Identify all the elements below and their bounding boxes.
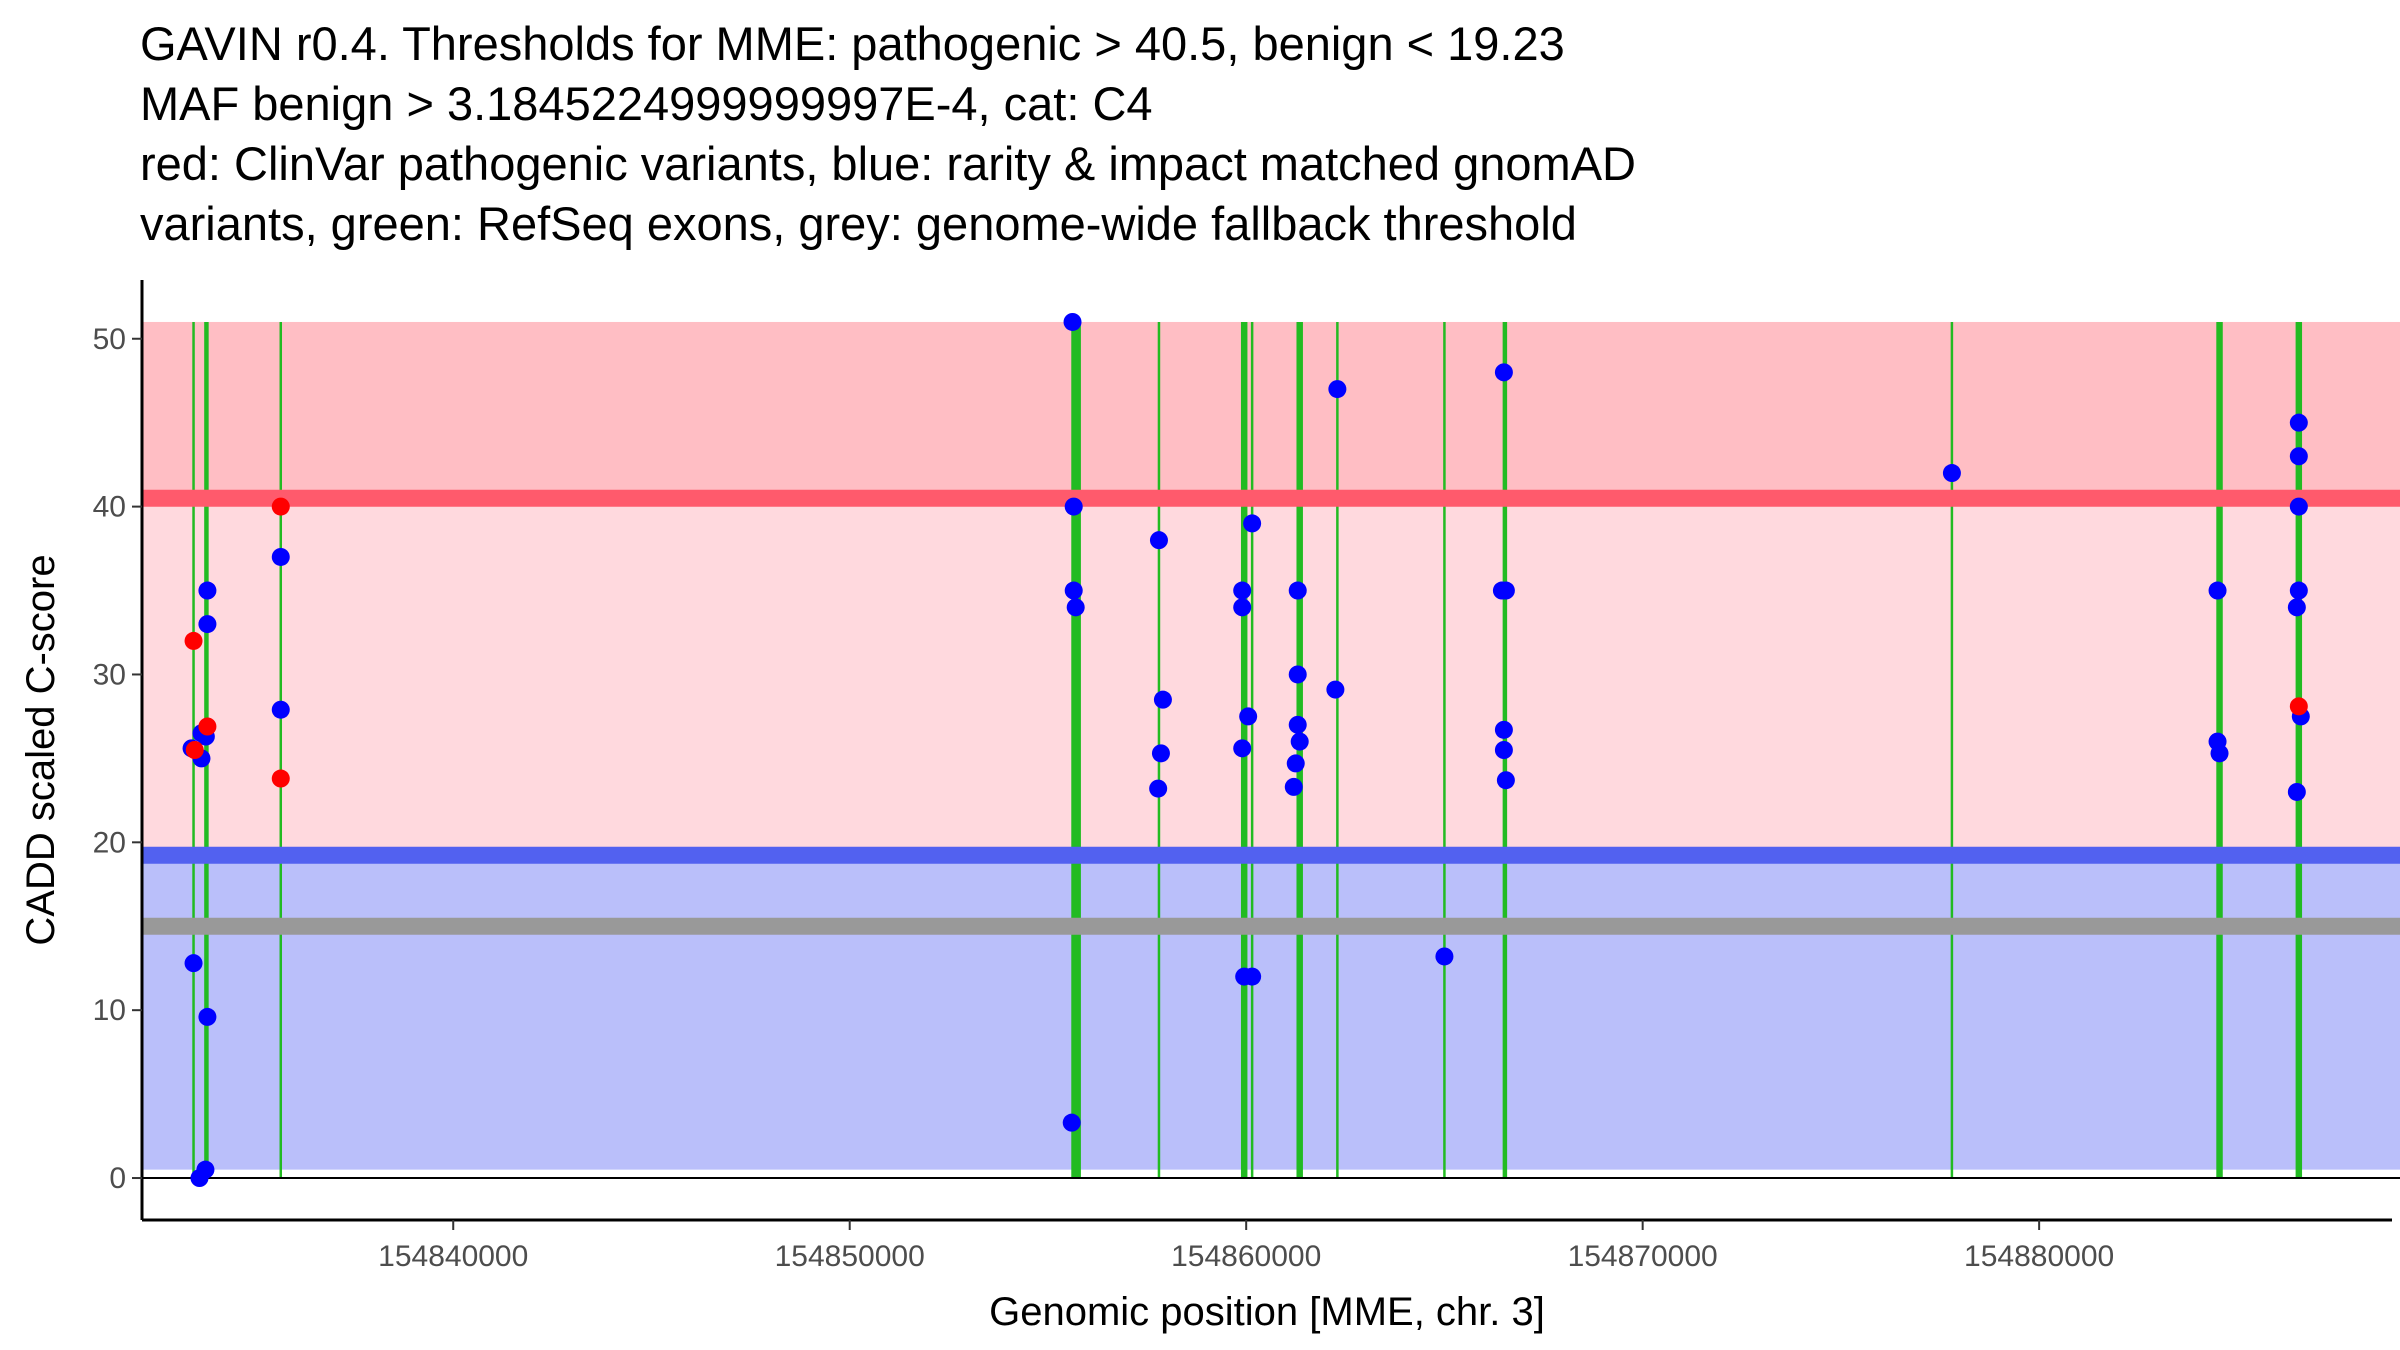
gnomad-point [2289, 447, 2308, 466]
x-tick-label: 154880000 [1964, 1240, 2114, 1273]
y-tick-label: 20 [93, 826, 126, 859]
gnomad-point [2287, 598, 2306, 617]
gnomad-point [1239, 707, 1258, 726]
x-tick-label: 154850000 [775, 1240, 925, 1273]
gnomad-point [1064, 497, 1083, 516]
gnomad-point [2287, 782, 2306, 801]
gnomad-point [198, 1007, 217, 1026]
gnomad-point [1326, 680, 1345, 699]
gnomad-point [1151, 744, 1170, 763]
gnomad-point [1288, 665, 1307, 684]
clinvar-point [2289, 697, 2308, 716]
gnomad-point [1243, 967, 1262, 986]
gnomad-point [1063, 312, 1082, 331]
gnomad-points [182, 312, 2310, 1188]
pathogenic-upper-band [142, 321, 2400, 499]
x-tick-label: 154840000 [378, 1240, 528, 1273]
title-line-2: MAF benign > 3.1845224999999997E-4, cat:… [140, 77, 1153, 130]
y-tick-label: 0 [109, 1162, 126, 1195]
y-tick-label: 10 [93, 994, 126, 1027]
chart-title: GAVIN r0.4. Thresholds for MME: pathogen… [140, 14, 1636, 254]
gnomad-point [1496, 771, 1515, 790]
y-axis-title: CADD scaled C-score [19, 554, 63, 945]
clinvar-point [185, 741, 204, 759]
title-line-1: GAVIN r0.4. Thresholds for MME: pathogen… [140, 17, 1565, 70]
gnomad-point [1288, 715, 1307, 734]
gnomad-point [271, 700, 290, 719]
gnomad-point [1233, 739, 1252, 758]
gnomad-point [1494, 720, 1513, 739]
x-tick-label: 154860000 [1171, 1240, 1321, 1273]
y-tick-label: 40 [93, 491, 126, 524]
gnomad-point [1066, 598, 1085, 617]
clinvar-point [271, 497, 290, 516]
threshold-bands [142, 321, 2400, 1170]
gnomad-point [1942, 464, 1961, 483]
gnomad-point [271, 547, 290, 566]
gnomad-point [1062, 1113, 1081, 1132]
gnomad-point [2210, 744, 2229, 763]
gnomad-point [196, 1160, 215, 1179]
gnomad-point [1243, 514, 1262, 533]
gnomad-point [1233, 581, 1252, 600]
title-line-3: red: ClinVar pathogenic variants, blue: … [140, 137, 1636, 190]
clinvar-point [271, 769, 290, 788]
gnomad-point [1233, 598, 1252, 617]
y-tick-label: 50 [93, 323, 126, 356]
x-axis-title: Genomic position [MME, chr. 3] [989, 1290, 1545, 1334]
title-line-4: variants, green: RefSeq exons, grey: gen… [140, 197, 1577, 250]
gnomad-point [1494, 363, 1513, 382]
gnomad-point [2289, 497, 2308, 516]
gnomad-point [2208, 581, 2227, 600]
gnomad-point [1496, 581, 1515, 600]
threshold-lines [142, 489, 2400, 1180]
gnomad-point [184, 954, 203, 973]
benign-band [142, 855, 2400, 1170]
gnomad-point [1286, 754, 1305, 773]
gnomad-point [1288, 581, 1307, 600]
clinvar-point [184, 631, 203, 650]
axes: 0 10 20 30 40 50 154840000 154850000 154860000 15… [93, 280, 2392, 1273]
intermediate-band [142, 498, 2400, 856]
gnomad-point [1064, 581, 1083, 600]
y-tick-label: 30 [93, 658, 126, 691]
clinvar-points [184, 497, 2308, 788]
x-tick-label: 154870000 [1568, 1240, 1718, 1273]
gnomad-point [2289, 413, 2308, 432]
gnomad-point [1149, 779, 1168, 798]
clinvar-point [198, 717, 217, 736]
gnomad-point [1494, 741, 1513, 759]
gnomad-point [2289, 581, 2308, 600]
gnomad-point [1290, 732, 1309, 751]
gnomad-point [1153, 690, 1172, 709]
gnomad-point [1435, 947, 1454, 966]
gnomad-point [198, 615, 217, 634]
gnomad-point [1149, 531, 1168, 550]
gnomad-point [1284, 777, 1303, 796]
gnomad-point [1328, 380, 1347, 399]
gnomad-point [198, 581, 217, 600]
